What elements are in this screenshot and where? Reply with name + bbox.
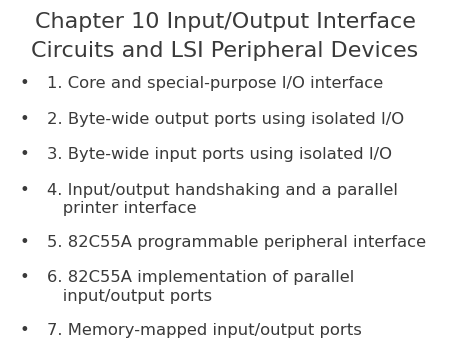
Text: Chapter 10 Input/Output Interface: Chapter 10 Input/Output Interface [35, 12, 415, 32]
Text: 7. Memory-mapped input/output ports: 7. Memory-mapped input/output ports [47, 323, 362, 338]
Text: •: • [20, 76, 30, 91]
Text: •: • [20, 183, 30, 197]
Text: •: • [20, 323, 30, 338]
Text: 5. 82C55A programmable peripheral interface: 5. 82C55A programmable peripheral interf… [47, 235, 427, 250]
Text: 4. Input/output handshaking and a parallel
   printer interface: 4. Input/output handshaking and a parall… [47, 183, 398, 216]
Text: 2. Byte-wide output ports using isolated I/O: 2. Byte-wide output ports using isolated… [47, 112, 405, 126]
Text: 3. Byte-wide input ports using isolated I/O: 3. Byte-wide input ports using isolated … [47, 147, 392, 162]
Text: •: • [20, 235, 30, 250]
Text: •: • [20, 112, 30, 126]
Text: •: • [20, 270, 30, 285]
Text: 1. Core and special-purpose I/O interface: 1. Core and special-purpose I/O interfac… [47, 76, 383, 91]
Text: 6. 82C55A implementation of parallel
   input/output ports: 6. 82C55A implementation of parallel inp… [47, 270, 355, 304]
Text: •: • [20, 147, 30, 162]
Text: Circuits and LSI Peripheral Devices: Circuits and LSI Peripheral Devices [32, 41, 419, 61]
